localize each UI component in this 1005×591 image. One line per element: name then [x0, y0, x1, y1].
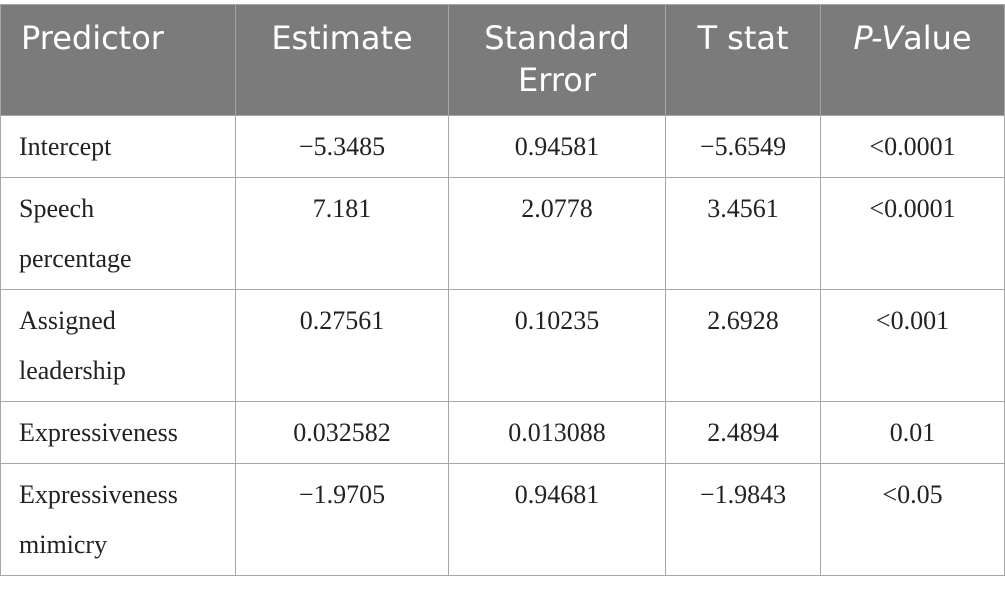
value-cell: −1.9843	[665, 463, 821, 576]
value-cell: <0.0001	[820, 115, 1005, 178]
table-row: Speech percentage 7.181 2.0778 3.4561 <0.000…	[0, 177, 1005, 290]
header-row: Predictor Estimate Standard Error T stat P-V…	[0, 4, 1005, 116]
predictor-cell: Expressiveness	[0, 401, 236, 464]
predictor-cell: Assigned leadership	[0, 289, 236, 402]
value-cell: 0.27561	[235, 289, 449, 402]
value-cell: 2.4894	[665, 401, 821, 464]
header-cell: T stat	[665, 4, 821, 116]
value-cell: 0.013088	[448, 401, 666, 464]
value-cell: 0.10235	[448, 289, 666, 402]
results-table: Predictor Estimate Standard Error T stat P-V…	[0, 4, 1005, 576]
header-cell: Predictor	[0, 4, 236, 116]
table-row: Intercept −5.3485 0.94581 −5.6549 <0.0001	[0, 115, 1005, 178]
header-text-part: alue	[903, 19, 972, 57]
table-row: Expressiveness mimicry −1.9705 0.94681 −1.9…	[0, 463, 1005, 576]
header-cell: Standard Error	[448, 4, 666, 116]
predictor-cell: Intercept	[0, 115, 236, 178]
value-cell: 3.4561	[665, 177, 821, 290]
header-text-part: P-V	[853, 19, 904, 57]
value-cell: −5.6549	[665, 115, 821, 178]
value-cell: <0.05	[820, 463, 1005, 576]
table-row: Assigned leadership 0.27561 0.10235 2.6928 <…	[0, 289, 1005, 402]
value-cell: −5.3485	[235, 115, 449, 178]
value-cell: 0.94681	[448, 463, 666, 576]
value-cell: 0.94581	[448, 115, 666, 178]
predictor-cell: Speech percentage	[0, 177, 236, 290]
table-row: Expressiveness 0.032582 0.013088 2.4894 0.01	[0, 401, 1005, 464]
value-cell: <0.0001	[820, 177, 1005, 290]
value-cell: 2.6928	[665, 289, 821, 402]
value-cell: <0.001	[820, 289, 1005, 402]
value-cell: 2.0778	[448, 177, 666, 290]
value-cell: 0.032582	[235, 401, 449, 464]
value-cell: 0.01	[820, 401, 1005, 464]
value-cell: −1.9705	[235, 463, 449, 576]
header-cell: P-Value	[820, 4, 1005, 116]
header-cell: Estimate	[235, 4, 449, 116]
predictor-cell: Expressiveness mimicry	[0, 463, 236, 576]
value-cell: 7.181	[235, 177, 449, 290]
